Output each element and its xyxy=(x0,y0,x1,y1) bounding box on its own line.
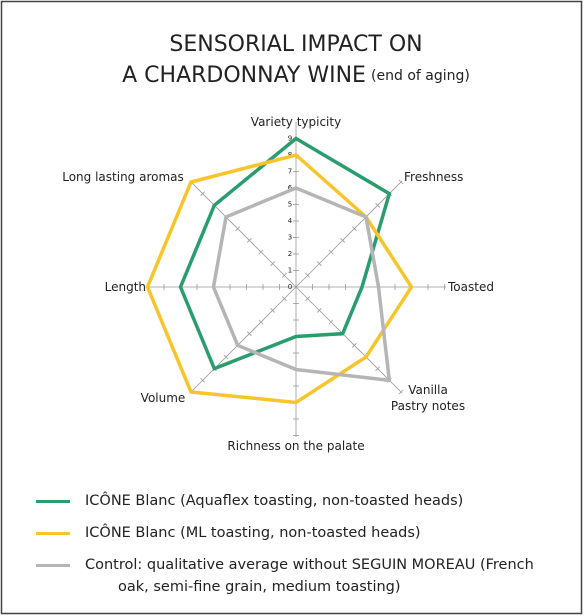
axis-line xyxy=(295,286,403,394)
series-line xyxy=(178,136,392,371)
tick-mark xyxy=(398,389,404,395)
y-tick-label: 3 xyxy=(288,234,292,242)
axis-label: Variety typicity xyxy=(250,115,342,129)
axis-label: Volume xyxy=(140,391,186,405)
y-tick-label: 5 xyxy=(288,201,292,209)
legend-swatch xyxy=(36,564,70,567)
tick-mark xyxy=(281,272,287,278)
legend-label: ICÔNE Blanc (ML toasting, non-toasted he… xyxy=(85,525,421,541)
tick-mark xyxy=(351,226,357,232)
series-line xyxy=(145,153,414,405)
tick-mark xyxy=(258,249,264,255)
chart-title: A CHARDONNAY WINE xyxy=(122,63,366,88)
tick-mark xyxy=(375,366,381,372)
y-tick-label: 9 xyxy=(288,135,292,143)
legend-label: Control: qualitative average without SEG… xyxy=(85,557,534,595)
y-tick-label: 7 xyxy=(288,168,292,176)
legend-item: ICÔNE Blanc (ML toasting, non-toasted he… xyxy=(36,522,566,544)
y-tick-label: 6 xyxy=(288,184,293,192)
tick-mark xyxy=(328,319,334,325)
tick-mark xyxy=(223,354,229,360)
y-tick-label: 0 xyxy=(288,283,292,291)
chart-title: SENSORIAL IMPACT ON xyxy=(169,32,422,57)
y-tick-label: 2 xyxy=(288,250,292,258)
tick-mark xyxy=(340,237,346,243)
tick-mark xyxy=(200,377,206,383)
chart-subtitle: (end of aging) xyxy=(371,68,470,84)
legend-swatch xyxy=(36,500,70,503)
legend-item: Control: qualitative average without SEG… xyxy=(36,554,566,598)
axis-label: Long lasting aromas xyxy=(62,170,184,184)
tick-mark xyxy=(270,261,276,267)
chart-title-2: A CHARDONNAY WINE (end of aging) xyxy=(122,63,470,88)
y-tick-label: 4 xyxy=(288,217,293,225)
tick-mark xyxy=(246,331,252,337)
tick-mark xyxy=(375,202,381,208)
axis-line xyxy=(295,180,403,288)
axis-line xyxy=(189,180,297,288)
legend: ICÔNE Blanc (Aquaflex toasting, non-toas… xyxy=(36,490,566,608)
y-tick-label: 1 xyxy=(288,267,292,275)
tick-mark xyxy=(246,237,252,243)
axis-label: Richness on the palate xyxy=(227,439,365,453)
legend-item: ICÔNE Blanc (Aquaflex toasting, non-toas… xyxy=(36,490,566,512)
tick-mark xyxy=(270,307,276,313)
tick-mark xyxy=(235,226,241,232)
axis-label: Length xyxy=(104,280,146,294)
tick-mark xyxy=(328,249,334,255)
axis-label: Vanilla Pastry notes xyxy=(390,383,466,413)
tick-mark xyxy=(351,342,357,348)
series-line xyxy=(211,186,392,383)
tick-mark xyxy=(316,261,322,267)
legend-label: ICÔNE Blanc (Aquaflex toasting, non-toas… xyxy=(85,493,464,509)
legend-swatch xyxy=(36,532,70,535)
tick-mark xyxy=(258,319,264,325)
tick-mark xyxy=(305,272,311,278)
axis-label: Freshness xyxy=(404,170,464,184)
tick-mark xyxy=(398,179,404,185)
axis-line xyxy=(189,286,297,394)
tick-mark xyxy=(281,296,287,302)
tick-mark xyxy=(200,191,206,197)
tick-mark xyxy=(316,307,322,313)
tick-mark xyxy=(305,296,311,302)
axis-label: Toasted xyxy=(448,280,494,294)
